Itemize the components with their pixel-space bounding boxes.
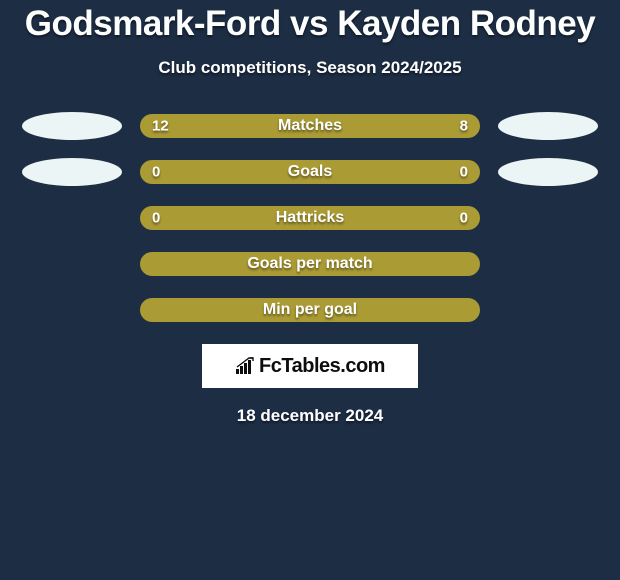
stat-label: Goals xyxy=(288,163,332,181)
left-ellipse xyxy=(22,158,122,186)
logo-label: FcTables.com xyxy=(259,355,385,378)
stat-rows: 12 Matches 8 0 Goals 0 0 Hattricks 0 Goals per ma… xyxy=(0,114,620,322)
stat-left-value: 0 xyxy=(152,210,160,227)
stat-label: Goals per match xyxy=(247,255,372,273)
right-ellipse xyxy=(498,158,598,186)
stat-label: Min per goal xyxy=(263,301,357,319)
stat-bar: 0 Goals 0 xyxy=(140,160,480,184)
stat-label: Matches xyxy=(278,117,342,135)
comparison-subtitle: Club competitions, Season 2024/2025 xyxy=(0,58,620,78)
stat-row: 0 Goals 0 xyxy=(0,160,620,184)
stat-label: Hattricks xyxy=(276,209,344,227)
stat-left-value: 0 xyxy=(152,164,160,181)
stat-right-value: 8 xyxy=(460,118,468,135)
stat-left-value: 12 xyxy=(152,118,169,135)
stat-right-value: 0 xyxy=(460,164,468,181)
stat-row: 12 Matches 8 xyxy=(0,114,620,138)
left-ellipse xyxy=(22,112,122,140)
stat-row: Goals per match xyxy=(0,252,620,276)
right-ellipse xyxy=(498,112,598,140)
comparison-title: Godsmark-Ford vs Kayden Rodney xyxy=(0,0,620,44)
stat-right-value: 0 xyxy=(460,210,468,227)
stat-bar: Goals per match xyxy=(140,252,480,276)
stat-bar: Min per goal xyxy=(140,298,480,322)
generation-date: 18 december 2024 xyxy=(0,406,620,426)
logo-text: FcTables.com xyxy=(235,355,385,378)
stat-row: 0 Hattricks 0 xyxy=(0,206,620,230)
stat-bar: 0 Hattricks 0 xyxy=(140,206,480,230)
logo-box: FcTables.com xyxy=(202,344,418,388)
stat-bar: 12 Matches 8 xyxy=(140,114,480,138)
stat-row: Min per goal xyxy=(0,298,620,322)
bar-chart-icon xyxy=(235,357,255,375)
